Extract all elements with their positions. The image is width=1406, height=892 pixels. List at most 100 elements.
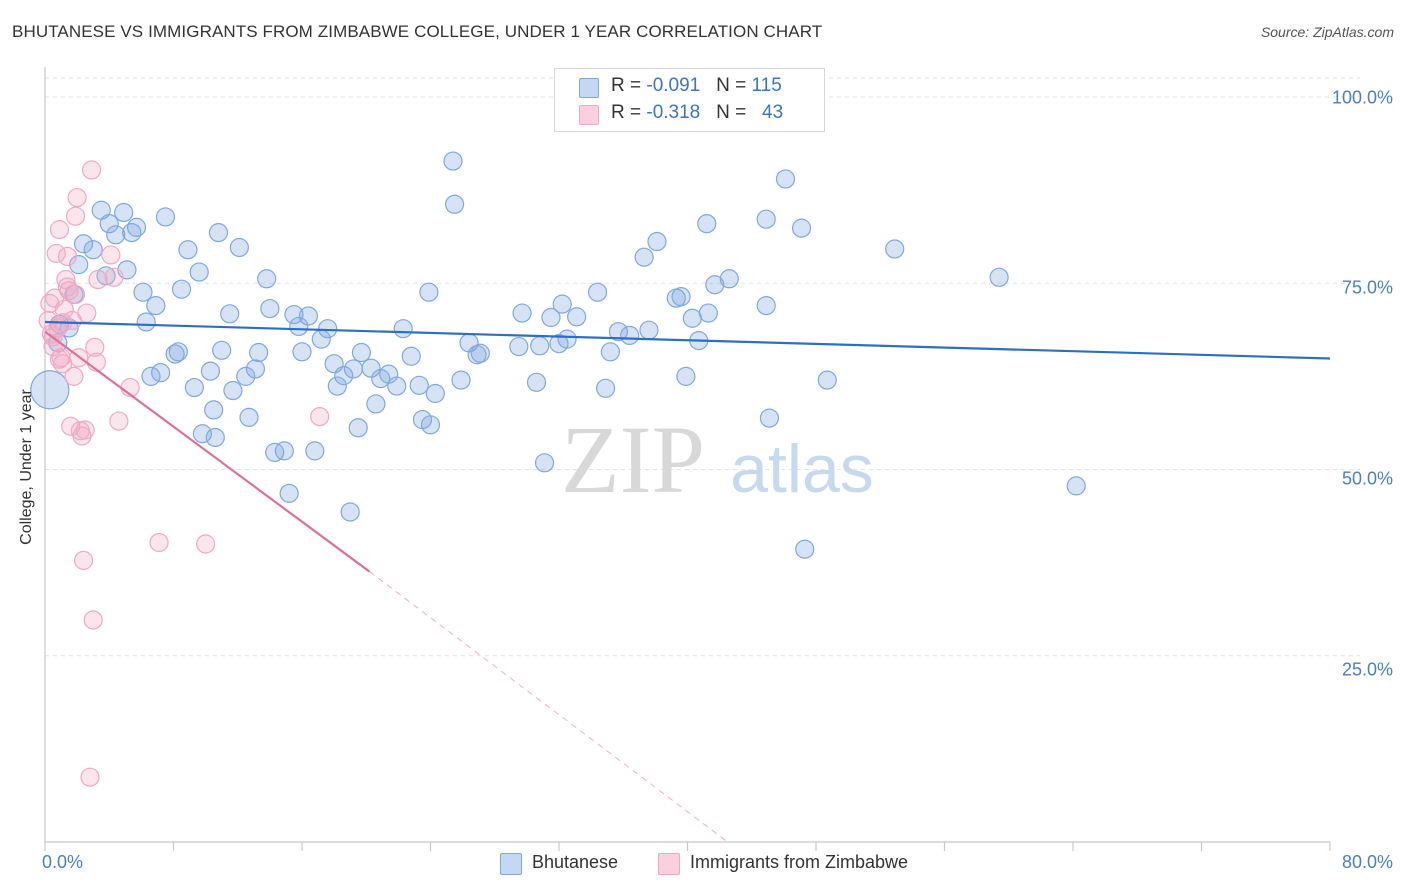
bhutanese-point — [284, 304, 304, 325]
bhutanese-legend-swatch — [500, 853, 522, 875]
bhutanese-point — [759, 408, 780, 428]
bhutanese-point — [698, 303, 718, 323]
bhutanese-point — [530, 336, 550, 356]
bhutanese-point — [99, 214, 119, 234]
r-label: R = — [611, 75, 647, 96]
y-axis-label: College, Under 1 year — [18, 389, 35, 545]
bhutanese-point — [989, 267, 1009, 287]
x-tick-label-max: 80.0% — [1341, 852, 1393, 872]
bhutanese-point — [697, 214, 717, 234]
bhutanese-legend-label: Bhutanese — [532, 852, 619, 872]
r-value: -0.318 — [646, 102, 701, 123]
bhutanese-point — [133, 282, 153, 302]
bhutanese-point — [444, 194, 465, 214]
bhutanese-point — [220, 304, 240, 324]
watermark: ZIP atlas — [561, 406, 874, 513]
zimbabwe-point — [72, 426, 92, 446]
zimbabwe-point — [104, 267, 124, 287]
chart-title: BHUTANESE VS IMMIGRANTS FROM ZIMBABWE CO… — [12, 22, 823, 41]
watermark-atlas: atlas — [730, 431, 874, 507]
bhutanese-points — [30, 151, 1086, 559]
bhutanese-point — [512, 303, 532, 323]
bhutanese-point — [229, 237, 249, 258]
bhutanese-point — [420, 415, 441, 435]
bhutanese-point — [114, 202, 134, 223]
bhutanese-point — [30, 370, 70, 410]
bhutanese-point — [470, 343, 490, 363]
watermark-zip: ZIP — [561, 406, 705, 513]
bhutanese-point — [141, 366, 161, 386]
bhutanese-point — [795, 539, 815, 559]
zimbabwe-point — [64, 366, 84, 386]
bhutanese-point — [885, 239, 905, 259]
zimbabwe-point — [83, 610, 103, 630]
bhutanese-point — [419, 282, 439, 302]
stats-legend: R = -0.091 N = 115 R = -0.318 N = 43 — [554, 68, 825, 132]
bhutanese-point — [200, 361, 221, 381]
zimbabwe-point — [81, 160, 102, 180]
bhutanese-point — [208, 222, 229, 243]
bhutanese-point — [83, 240, 103, 260]
bhutanese-point — [126, 217, 147, 237]
bhutanese-point — [756, 209, 776, 229]
bhutanese-point — [467, 345, 487, 365]
bhutanese-point — [265, 442, 285, 462]
bhutanese-point — [205, 427, 225, 448]
chart-source: Source: ZipAtlas.com — [1260, 24, 1394, 40]
bhutanese-point — [541, 307, 561, 328]
zimbabwe-point — [65, 206, 86, 226]
bhutanese-point — [425, 383, 445, 404]
n-value: 43 — [762, 102, 784, 123]
zimbabwe-point — [46, 243, 66, 264]
bhutanese-point — [401, 346, 421, 366]
bhutanese-point — [443, 151, 463, 171]
n-value: 115 — [751, 75, 782, 96]
zimbabwe-point — [57, 277, 78, 297]
bhutanese-point — [171, 279, 192, 299]
bhutanese-point — [526, 372, 547, 392]
r-value: -0.091 — [646, 75, 701, 96]
bhutanese-point — [509, 336, 529, 357]
bhutanese-point — [351, 342, 372, 363]
zimbabwe-point — [80, 767, 100, 787]
zimbabwe-point — [149, 532, 169, 553]
bhutanese-point — [155, 207, 176, 227]
bhutanese-point — [289, 316, 309, 337]
bhutanese-point — [639, 320, 659, 340]
bhutanese-point — [600, 342, 621, 362]
bhutanese-point — [620, 325, 640, 345]
bhutanese-point — [184, 377, 204, 398]
bhutanese-point — [192, 424, 213, 444]
zimbabwe-points — [38, 160, 330, 787]
bhutanese-point — [73, 234, 94, 254]
zimbabwe-point — [77, 303, 97, 323]
bhutanese-point — [212, 340, 232, 360]
bhutanese-point — [348, 418, 368, 438]
y-tick-label-75: 75.0% — [1341, 277, 1393, 298]
zimbabwe-point — [88, 269, 108, 290]
bhutanese-point — [334, 366, 354, 386]
y-tick-label-25: 25.0% — [1341, 659, 1393, 680]
y-tick-label-50: 50.0% — [1341, 468, 1393, 489]
zimbabwe-point — [67, 187, 87, 208]
bhutanese-point — [260, 298, 280, 319]
bhutanese-point — [292, 342, 312, 362]
bhutanese-point — [552, 294, 572, 314]
bhutanese-point — [676, 366, 696, 386]
bhutanese-point — [274, 441, 294, 461]
bhutanese-point — [343, 359, 363, 379]
bhutanese-point — [756, 296, 776, 316]
bhutanese-point — [567, 307, 587, 327]
bhutanese-stats: R = -0.091 N = 115 — [611, 75, 782, 97]
bhutanese-point — [671, 287, 691, 307]
bhutanese-point — [327, 376, 347, 396]
bhutanese-point — [223, 380, 243, 401]
bhutanese-point — [451, 370, 471, 390]
bhutanese-point — [236, 366, 256, 386]
bhutanese-point — [257, 269, 277, 289]
bhutanese-point — [106, 225, 126, 245]
bhutanese-point — [775, 169, 796, 189]
bhutanese-point — [249, 342, 269, 363]
bhutanese-point — [587, 282, 608, 302]
bhutanese-point — [146, 296, 166, 316]
